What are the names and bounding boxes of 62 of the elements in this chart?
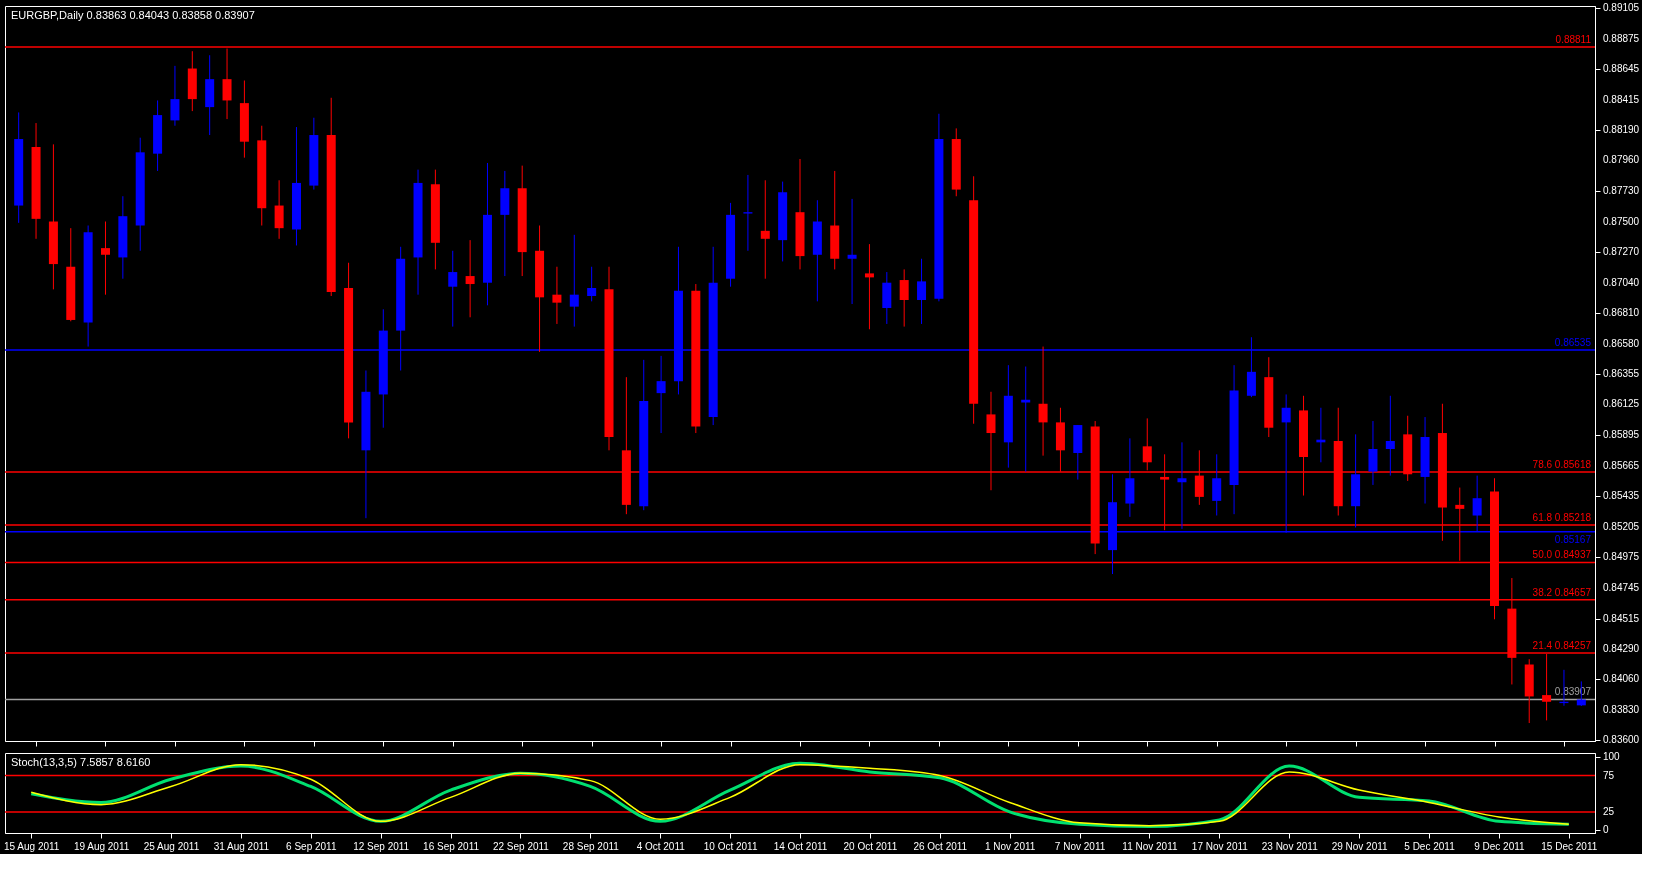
y-tick-label: 0.86125 bbox=[1603, 398, 1640, 410]
x-tick-label: 25 Aug 2011 bbox=[143, 840, 200, 852]
y-tick-label: 0 bbox=[1603, 824, 1609, 836]
x-tick-label: 23 Nov 2011 bbox=[1261, 840, 1319, 852]
x-tick-label: 6 Sep 2011 bbox=[286, 840, 337, 852]
y-tick-label: 0.84060 bbox=[1603, 673, 1640, 685]
y-tick-label: 0.87730 bbox=[1603, 184, 1640, 196]
y-tick-label: 0.85435 bbox=[1603, 490, 1640, 502]
x-tick-label: 31 Aug 2011 bbox=[213, 840, 270, 852]
x-tick-label: 26 Oct 2011 bbox=[913, 840, 968, 852]
x-tick-label: 12 Sep 2011 bbox=[353, 840, 410, 852]
y-tick-label: 0.85205 bbox=[1603, 520, 1640, 532]
x-tick-label: 28 Sep 2011 bbox=[562, 840, 620, 852]
ref-line-label: 0.85167 bbox=[1554, 533, 1592, 545]
y-tick-label: 0.88190 bbox=[1603, 123, 1640, 135]
y-tick-label: 0.84290 bbox=[1603, 642, 1640, 654]
y-tick-label: 0.86355 bbox=[1603, 367, 1640, 379]
ref-line-label: 38.2 0.84657 bbox=[1532, 586, 1592, 598]
y-tick-label: 0.86580 bbox=[1603, 337, 1640, 349]
y-tick-label: 0.84745 bbox=[1603, 582, 1640, 594]
y-tick-label: 0.83600 bbox=[1603, 734, 1640, 746]
x-tick-label: 17 Nov 2011 bbox=[1191, 840, 1249, 852]
ref-line-label: 0.86535 bbox=[1554, 336, 1592, 348]
y-tick-label: 100 bbox=[1603, 751, 1621, 763]
y-tick-label: 0.84975 bbox=[1603, 551, 1640, 563]
x-tick-label: 29 Nov 2011 bbox=[1331, 840, 1389, 852]
x-tick-label: 19 Aug 2011 bbox=[73, 840, 130, 852]
x-tick-label: 20 Oct 2011 bbox=[843, 840, 898, 852]
ref-line-label: 61.8 0.85218 bbox=[1532, 512, 1592, 524]
x-tick-label: 9 Dec 2011 bbox=[1474, 840, 1526, 852]
x-tick-label: 22 Sep 2011 bbox=[492, 840, 550, 852]
ref-line-label: 0.88811 bbox=[1555, 34, 1592, 46]
y-tick-label: 0.85665 bbox=[1603, 459, 1640, 471]
y-tick-label: 0.84515 bbox=[1603, 612, 1640, 624]
y-tick-label: 0.87960 bbox=[1603, 154, 1640, 166]
ref-line-label: 50.0 0.84937 bbox=[1532, 549, 1592, 561]
x-tick-label: 11 Nov 2011 bbox=[1122, 840, 1178, 852]
y-tick-label: 0.85895 bbox=[1603, 429, 1640, 441]
y-tick-label: 0.88415 bbox=[1603, 93, 1640, 105]
x-tick-label: 16 Sep 2011 bbox=[423, 840, 480, 852]
y-tick-label: 75 bbox=[1603, 769, 1615, 781]
y-tick-label: 0.87270 bbox=[1603, 246, 1640, 258]
y-tick-label: 0.89105 bbox=[1603, 2, 1640, 13]
x-tick-label: 14 Oct 2011 bbox=[773, 840, 828, 852]
y-tick-label: 0.86810 bbox=[1603, 307, 1640, 319]
x-tick-label: 10 Oct 2011 bbox=[703, 840, 758, 852]
y-tick-label: 25 bbox=[1603, 805, 1615, 817]
y-tick-label: 0.87500 bbox=[1603, 215, 1640, 227]
y-tick-label: 0.83830 bbox=[1603, 703, 1640, 715]
y-tick-label: 0.87040 bbox=[1603, 276, 1640, 288]
ref-line-label: 21.4 0.84257 bbox=[1532, 639, 1592, 651]
y-tick-label: 0.88645 bbox=[1603, 63, 1640, 75]
chart-title: EURGBP,Daily 0.83863 0.84043 0.83858 0.83907 bbox=[11, 9, 255, 21]
x-tick-label: 5 Dec 2011 bbox=[1404, 840, 1456, 852]
x-tick-label: 15 Dec 2011 bbox=[1541, 840, 1598, 852]
y-tick-label: 0.88875 bbox=[1603, 32, 1640, 44]
ref-line-label: 78.6 0.85618 bbox=[1532, 458, 1592, 470]
chart-title: Stoch(13,3,5) 7.5857 8.6160 bbox=[11, 756, 151, 768]
x-tick-label: 7 Nov 2011 bbox=[1054, 840, 1106, 852]
x-tick-label: 15 Aug 2011 bbox=[3, 840, 60, 852]
x-tick-label: 4 Oct 2011 bbox=[636, 840, 686, 852]
x-tick-label: 1 Nov 2011 bbox=[984, 840, 1036, 852]
